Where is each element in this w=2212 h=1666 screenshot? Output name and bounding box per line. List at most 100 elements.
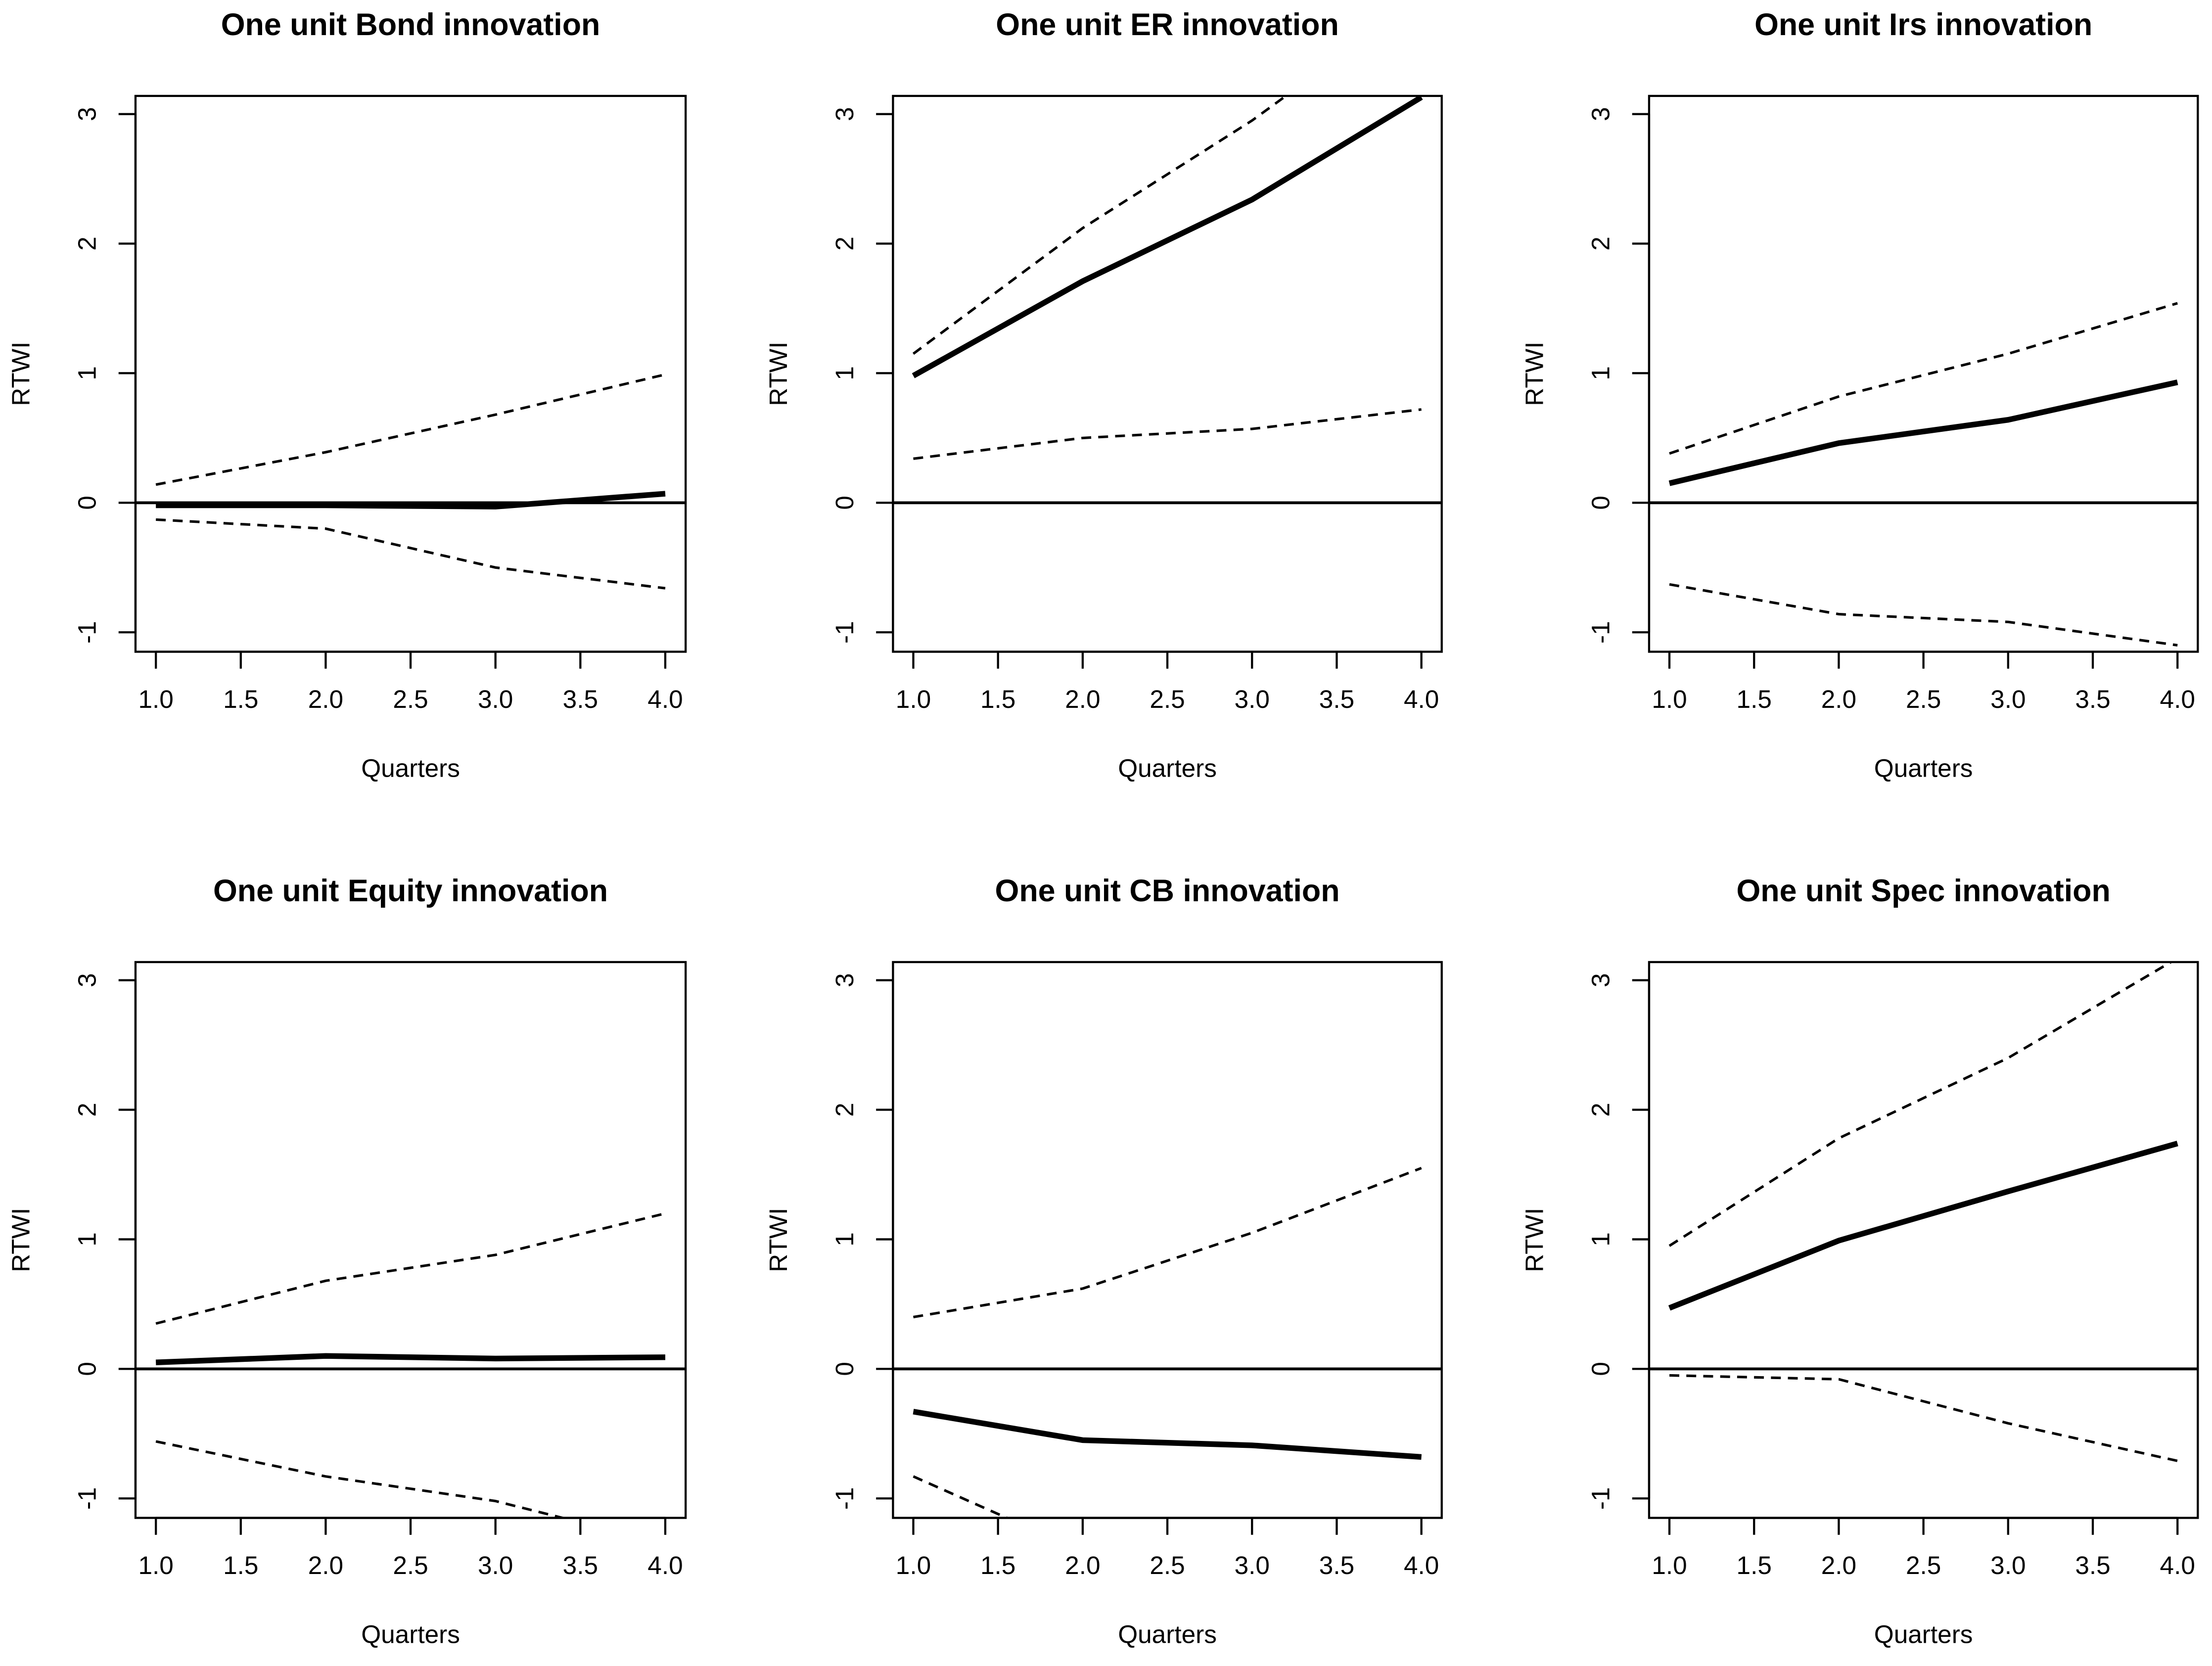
plot-frame xyxy=(892,94,1443,653)
y-tick-label: 1 xyxy=(1586,1232,1614,1247)
y-tick-label: 3 xyxy=(73,973,101,987)
y-tick-label: 1 xyxy=(830,366,859,380)
x-tick-label: 2.0 xyxy=(308,685,343,713)
x-tick-label: 2.0 xyxy=(308,1551,343,1579)
y-tick-label: 2 xyxy=(830,236,859,251)
chart-title: One unit ER innovation xyxy=(996,7,1339,42)
chart-title: One unit Bond innovation xyxy=(221,7,600,42)
plot-area xyxy=(135,1212,686,1518)
x-tick-label: 4.0 xyxy=(647,685,683,713)
y-tick-label: 3 xyxy=(830,973,859,987)
x-tick-label: 4.0 xyxy=(2160,1551,2195,1579)
series-line xyxy=(1669,583,2178,647)
series-line xyxy=(913,1409,1422,1460)
x-tick-label: 3.5 xyxy=(563,685,598,713)
x-axis-label: Quarters xyxy=(1118,754,1217,783)
y-tick-label: 2 xyxy=(1586,236,1614,251)
y-tick-label: 1 xyxy=(830,1232,859,1247)
x-tick-label: 1.0 xyxy=(896,1551,931,1579)
x-tick-label: 2.0 xyxy=(1065,1551,1100,1579)
x-tick-label: 2.5 xyxy=(1906,685,1941,713)
plot-frame xyxy=(892,961,1443,1519)
x-tick-label: 2.0 xyxy=(1065,685,1100,713)
y-tick-label: -1 xyxy=(830,1487,859,1510)
x-tick-label: 4.0 xyxy=(2160,685,2195,713)
y-tick-label: 3 xyxy=(1586,107,1614,121)
x-tick-label: 2.5 xyxy=(1906,1551,1941,1579)
y-axis-label: RTWI xyxy=(6,342,35,406)
series-line xyxy=(156,491,666,509)
panel: One unit Equity innovation Quarters RTWI 1.… xyxy=(6,874,687,1649)
x-tick-label: 3.0 xyxy=(478,1551,513,1579)
series-line xyxy=(156,518,666,590)
panel: One unit ER innovation Quarters RTWI 1.0 1.5… xyxy=(764,7,1443,783)
x-tick-label: 3.5 xyxy=(1319,1551,1354,1579)
series-line xyxy=(1668,1141,2178,1311)
panel: One unit Irs innovation Quarters RTWI 1.0 1.… xyxy=(1520,7,2199,783)
x-tick-label: 1.0 xyxy=(138,1551,173,1579)
x-tick-label: 1.5 xyxy=(1737,685,1772,713)
series-line xyxy=(912,95,1289,355)
y-tick-label: 3 xyxy=(1586,973,1614,987)
x-tick-label: 3.0 xyxy=(1990,1551,2026,1579)
x-tick-label: 3.0 xyxy=(478,685,513,713)
y-axis-label: RTWI xyxy=(764,1208,792,1272)
x-tick-label: 3.5 xyxy=(1319,685,1354,713)
x-axis-label: Quarters xyxy=(1874,754,1973,783)
x-tick-label: 4.0 xyxy=(647,1551,683,1579)
x-tick-label: 1.5 xyxy=(980,685,1015,713)
y-axis-label: RTWI xyxy=(6,1208,35,1272)
x-axis-label: Quarters xyxy=(361,754,460,783)
x-axis-label: Quarters xyxy=(1118,1620,1217,1649)
x-tick-label: 3.0 xyxy=(1990,685,2026,713)
plot-frame xyxy=(1648,94,2199,653)
y-axis-label: RTWI xyxy=(1520,1208,1548,1272)
chart-title: One unit Irs innovation xyxy=(1754,7,2092,42)
panel: One unit Spec innovation Quarters RTWI 1.0 1… xyxy=(1520,874,2199,1649)
y-tick-label: 0 xyxy=(830,1362,859,1376)
x-tick-label: 1.5 xyxy=(223,685,258,713)
x-tick-label: 2.5 xyxy=(1150,1551,1185,1579)
series-line xyxy=(913,1475,1010,1518)
chart-title: One unit Spec innovation xyxy=(1736,874,2110,908)
series-line xyxy=(1669,1374,2178,1462)
x-tick-label: 2.0 xyxy=(1821,685,1856,713)
x-axis-label: Quarters xyxy=(1874,1620,1973,1649)
x-tick-label: 1.5 xyxy=(1737,1551,1772,1579)
y-tick-label: -1 xyxy=(73,1487,101,1510)
series-line xyxy=(1668,379,2178,486)
y-tick-label: 0 xyxy=(1586,496,1614,510)
y-tick-label: 1 xyxy=(1586,366,1614,380)
series-line xyxy=(913,408,1422,460)
x-tick-label: 3.0 xyxy=(1235,685,1270,713)
y-tick-label: 2 xyxy=(830,1103,859,1117)
plot-area xyxy=(893,95,1442,505)
series-line xyxy=(1669,302,2178,455)
x-tick-label: 3.0 xyxy=(1235,1551,1270,1579)
series-line xyxy=(155,1353,666,1365)
x-axis-label: Quarters xyxy=(361,1620,460,1649)
series-line xyxy=(913,1166,1422,1319)
y-axis-label: RTWI xyxy=(1520,342,1548,406)
x-tick-label: 3.5 xyxy=(2075,685,2110,713)
x-tick-label: 1.0 xyxy=(1652,1551,1687,1579)
panel: One unit Bond innovation Quarters RTWI 1.0 1… xyxy=(6,7,687,783)
panel: One unit CB innovation Quarters RTWI 1.0 1.5… xyxy=(764,874,1443,1649)
y-tick-label: 0 xyxy=(1586,1362,1614,1376)
y-tick-label: 0 xyxy=(830,496,859,510)
y-tick-label: 3 xyxy=(73,107,101,121)
plot-area xyxy=(1649,962,2198,1462)
y-tick-label: 2 xyxy=(73,1103,101,1117)
plot-frame xyxy=(134,961,687,1519)
x-tick-label: 1.0 xyxy=(1652,685,1687,713)
x-tick-label: 3.5 xyxy=(2075,1551,2110,1579)
y-tick-label: 1 xyxy=(73,1232,101,1247)
x-tick-label: 4.0 xyxy=(1404,1551,1439,1579)
series-line xyxy=(912,95,1423,378)
series-line xyxy=(1668,962,2173,1247)
chart-title: One unit Equity innovation xyxy=(213,874,608,908)
y-tick-label: -1 xyxy=(830,621,859,644)
x-tick-label: 2.0 xyxy=(1821,1551,1856,1579)
